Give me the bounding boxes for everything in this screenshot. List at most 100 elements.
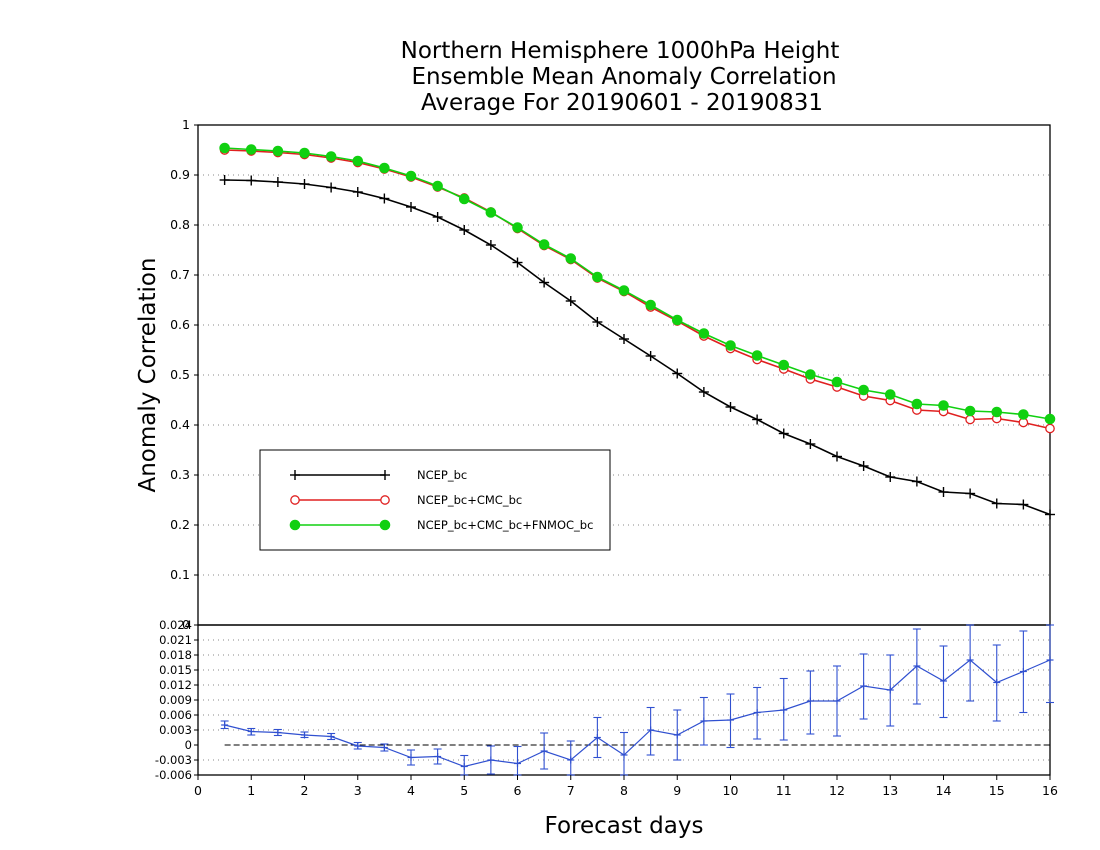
data-point	[991, 498, 1002, 509]
data-point	[806, 697, 814, 705]
data-point	[778, 359, 790, 371]
series-line	[224, 147, 1051, 420]
data-point	[698, 387, 709, 397]
y-axis-label: Anomaly Correlation	[135, 257, 161, 492]
x-tick-label: 16	[1042, 783, 1058, 798]
data-point	[1018, 499, 1029, 510]
data-point	[751, 350, 763, 361]
series-line	[224, 179, 1051, 516]
data-point	[993, 679, 1001, 686]
y-tick-label: 0.3	[170, 467, 190, 482]
data-point	[432, 212, 443, 222]
y-tick-label: -0.006	[155, 768, 192, 782]
x-tick-label: 0	[194, 783, 202, 798]
y-tick-label: 0.7	[170, 267, 190, 282]
data-point	[406, 202, 416, 212]
data-point	[831, 376, 843, 388]
x-tick-label: 13	[882, 783, 898, 798]
data-point	[966, 656, 974, 664]
data-point	[885, 472, 896, 482]
data-point	[301, 731, 308, 739]
legend-label: NCEP_bc+CMC_bc+FNMOC_bc	[417, 518, 593, 532]
x-tick-label: 14	[936, 783, 952, 798]
data-point	[620, 751, 628, 759]
x-tick-label: 1	[247, 783, 255, 798]
y-tick-label: 0.2	[170, 517, 190, 532]
data-point	[592, 317, 603, 327]
data-point	[405, 170, 417, 182]
data-point	[460, 763, 468, 770]
data-point	[485, 207, 497, 218]
data-point	[964, 405, 976, 417]
data-point	[884, 389, 896, 400]
data-point	[753, 709, 761, 716]
y-tick-label: 0.012	[159, 678, 192, 692]
data-point	[1018, 409, 1029, 420]
y-tick-label: 0.018	[159, 648, 192, 662]
data-point	[645, 351, 656, 361]
difference-panel: 0.0240.0210.0180.0150.0120.0090.0060.003…	[155, 618, 1058, 798]
y-tick-label: 0.006	[159, 708, 192, 722]
data-point	[618, 285, 630, 296]
series-line	[224, 149, 1051, 430]
data-point	[565, 296, 576, 306]
data-point	[221, 721, 229, 729]
data-point	[352, 187, 363, 197]
data-point	[592, 271, 603, 283]
data-point	[272, 145, 284, 157]
data-point	[725, 340, 736, 351]
data-point	[512, 222, 523, 233]
x-tick-label: 3	[354, 783, 362, 798]
data-point	[911, 476, 922, 487]
data-point	[938, 400, 949, 411]
data-point	[512, 257, 523, 268]
data-point	[567, 756, 575, 764]
y-tick-label: 0	[182, 617, 190, 632]
data-point	[778, 428, 789, 439]
data-point	[327, 733, 335, 740]
data-point	[619, 334, 629, 344]
data-point	[858, 461, 869, 471]
x-tick-label: 9	[673, 783, 681, 798]
data-point	[1044, 413, 1056, 425]
data-point	[458, 193, 470, 205]
data-point	[325, 151, 337, 162]
y-tick-label: 0.003	[159, 723, 192, 737]
legend-label: NCEP_bc+CMC_bc	[417, 493, 522, 507]
x-tick-label: 10	[723, 783, 739, 798]
data-point	[1045, 509, 1055, 520]
data-point	[671, 314, 683, 326]
data-point	[700, 717, 708, 725]
data-point	[965, 414, 975, 425]
data-point	[593, 734, 601, 741]
legend-marker	[289, 519, 301, 531]
legend-marker	[380, 495, 390, 505]
y-tick-label: 0.009	[159, 693, 192, 707]
error-bar	[1046, 624, 1054, 704]
legend-marker	[290, 495, 300, 505]
data-point	[672, 368, 683, 379]
data-point	[833, 697, 841, 705]
data-point	[219, 175, 230, 185]
data-point	[379, 193, 390, 204]
data-point	[752, 414, 763, 425]
y-tick-label: 0	[185, 738, 192, 752]
data-point	[380, 744, 388, 751]
data-point	[245, 144, 257, 155]
data-point	[645, 299, 656, 311]
data-point	[940, 677, 947, 685]
x-tick-label: 5	[460, 783, 468, 798]
x-tick-label: 6	[514, 783, 522, 798]
data-point	[565, 253, 577, 264]
data-point	[246, 175, 257, 186]
title-line-3: Average For 20190601 - 20190831	[421, 90, 823, 116]
data-point	[965, 488, 976, 499]
x-tick-label: 2	[301, 783, 309, 798]
title-line-1: Northern Hemisphere 1000hPa Height	[401, 38, 840, 64]
y-tick-label: 0.1	[170, 567, 190, 582]
y-tick-label: 0.9	[170, 167, 190, 182]
data-point	[727, 716, 734, 724]
x-tick-label: 7	[567, 783, 575, 798]
data-point	[514, 760, 521, 767]
data-point	[538, 239, 550, 250]
